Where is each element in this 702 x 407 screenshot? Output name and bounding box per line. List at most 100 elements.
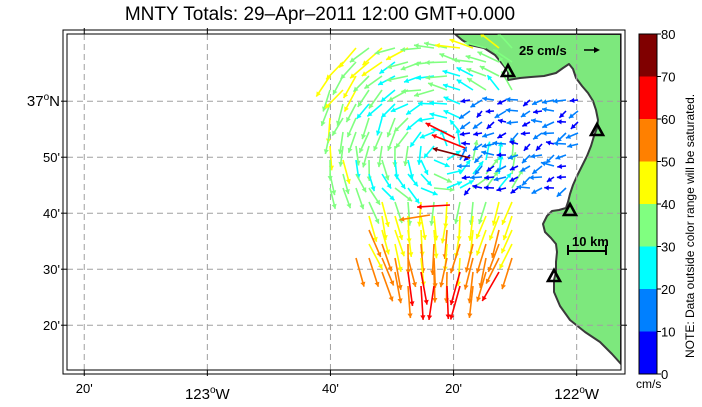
arrow-head bbox=[475, 268, 481, 274]
arrow-shaft bbox=[368, 243, 383, 270]
current-arrow bbox=[433, 159, 450, 168]
lon-tick-value: 20' bbox=[76, 381, 93, 396]
current-arrow bbox=[521, 154, 531, 164]
current-arrow bbox=[502, 215, 513, 241]
arrow-shaft bbox=[432, 147, 471, 159]
current-arrow bbox=[476, 271, 487, 302]
current-arrow bbox=[416, 75, 435, 81]
arrow-head bbox=[449, 38, 455, 44]
arrow-head bbox=[423, 169, 429, 175]
colorbar-swatch bbox=[639, 246, 657, 289]
current-arrow bbox=[556, 187, 567, 198]
current-arrow bbox=[386, 117, 396, 138]
arrow-head bbox=[457, 163, 462, 169]
arrow-shaft bbox=[394, 229, 405, 257]
arrow-head bbox=[407, 313, 413, 319]
arrow-head bbox=[370, 186, 376, 192]
current-arrow bbox=[457, 163, 471, 169]
arrow-head bbox=[461, 174, 467, 181]
arrow-head bbox=[475, 250, 481, 256]
arrow-head bbox=[416, 75, 422, 81]
current-arrow bbox=[323, 131, 331, 155]
current-arrow bbox=[420, 271, 429, 305]
current-arrow bbox=[363, 75, 383, 90]
current-arrow bbox=[475, 215, 487, 240]
current-arrow bbox=[449, 38, 474, 49]
reference-vector-label: 25 cm/s bbox=[519, 43, 567, 58]
current-arrow bbox=[459, 179, 475, 189]
current-arrow bbox=[380, 89, 396, 103]
current-arrow bbox=[544, 185, 555, 191]
current-arrow bbox=[475, 243, 487, 274]
current-arrow bbox=[568, 110, 579, 119]
current-arrow bbox=[405, 103, 422, 116]
current-arrow bbox=[540, 161, 555, 167]
current-arrow bbox=[498, 243, 513, 270]
arrow-head bbox=[481, 150, 487, 156]
arrow-shaft bbox=[468, 285, 474, 318]
arrow-head bbox=[424, 41, 430, 47]
arrow-head bbox=[565, 133, 572, 139]
arrow-head bbox=[467, 313, 473, 318]
arrow-head bbox=[474, 157, 480, 163]
arrow-head bbox=[556, 136, 562, 142]
arrow-shaft bbox=[476, 229, 487, 256]
land-mass bbox=[454, 34, 621, 365]
arrow-head bbox=[401, 88, 406, 94]
current-arrow bbox=[349, 61, 370, 79]
current-arrow bbox=[433, 186, 455, 193]
arrow-head bbox=[400, 183, 406, 189]
colorbar-tick-label: 80 bbox=[661, 27, 675, 42]
arrow-head bbox=[414, 61, 419, 67]
current-arrow bbox=[541, 130, 555, 136]
arrow-head bbox=[465, 54, 471, 60]
current-arrow bbox=[481, 143, 495, 149]
current-arrow bbox=[453, 201, 461, 225]
arrow-head bbox=[516, 184, 522, 190]
arrow-head bbox=[331, 203, 337, 209]
radar-site-icon bbox=[588, 121, 606, 137]
current-arrow bbox=[427, 285, 435, 320]
arrow-head bbox=[478, 219, 483, 225]
current-arrow bbox=[485, 157, 500, 175]
lon-tick-label: 123oW bbox=[185, 385, 231, 403]
outer-frame bbox=[62, 29, 626, 375]
arrow-head bbox=[530, 153, 536, 159]
current-arrow bbox=[545, 154, 555, 164]
arrow-head bbox=[452, 57, 458, 63]
current-arrow bbox=[386, 75, 409, 83]
arrow-head bbox=[544, 185, 549, 191]
arrow-head bbox=[459, 114, 465, 119]
arrow-head bbox=[509, 165, 516, 171]
current-arrow bbox=[429, 112, 448, 119]
current-arrow bbox=[498, 56, 513, 77]
current-arrow bbox=[456, 78, 474, 91]
arrow-head bbox=[326, 74, 332, 80]
arrow-head bbox=[470, 102, 476, 108]
arrow-shaft bbox=[457, 257, 461, 287]
colorbar-tick-label: 70 bbox=[661, 70, 675, 85]
current-arrow bbox=[476, 110, 483, 119]
current-arrow bbox=[409, 131, 422, 148]
arrow-head bbox=[492, 140, 498, 146]
arrow-head bbox=[497, 34, 501, 37]
arrow-head bbox=[557, 119, 562, 125]
arrow-head bbox=[361, 162, 367, 168]
current-arrow bbox=[387, 131, 396, 152]
current-arrow bbox=[401, 88, 422, 94]
arrow-head bbox=[493, 176, 499, 182]
arrow-head bbox=[361, 134, 367, 140]
arrow-head bbox=[425, 122, 431, 128]
current-arrow bbox=[570, 121, 579, 130]
arrow-shaft bbox=[431, 243, 435, 276]
arrow-head bbox=[483, 185, 489, 191]
current-arrow bbox=[473, 154, 483, 164]
arrow-head bbox=[423, 153, 429, 159]
arrow-head bbox=[556, 174, 562, 180]
current-arrow bbox=[423, 145, 435, 159]
arrow-head bbox=[473, 145, 479, 151]
current-arrow bbox=[439, 257, 448, 288]
current-arrow bbox=[349, 47, 370, 63]
arrow-head bbox=[542, 123, 548, 128]
arrow-head bbox=[338, 161, 344, 167]
